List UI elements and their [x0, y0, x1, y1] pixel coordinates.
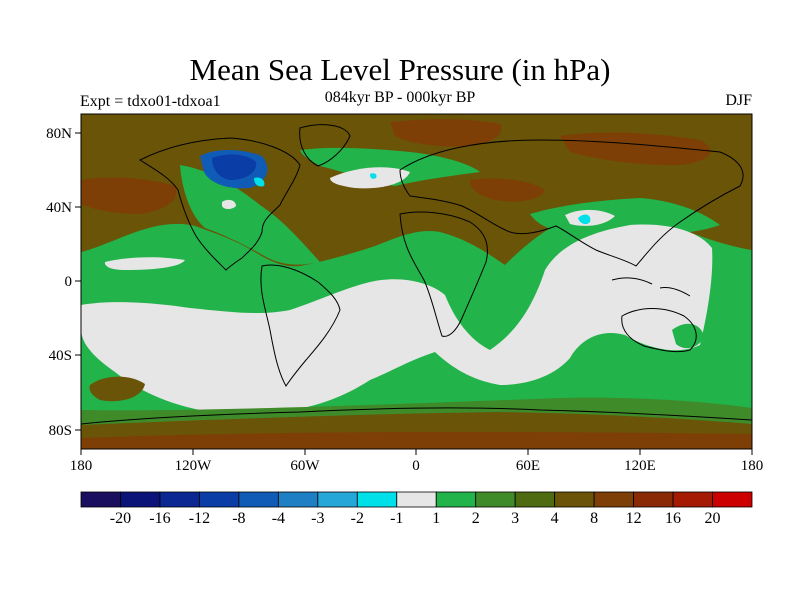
- colorbar-swatch: [317, 491, 358, 508]
- field-grey-atlantic: [330, 167, 410, 189]
- coast-north-america: [138, 137, 301, 271]
- colorbar-swatch: [554, 491, 595, 508]
- colorbar-labels: -20 -16 -12 -8 -4 -3 -2 -1 1 2 3 4 8 12 16 20: [110, 510, 721, 527]
- colorbar-swatch: [238, 491, 279, 508]
- colorbar-label: -3: [311, 510, 324, 527]
- field-brown-southpacific: [89, 376, 145, 402]
- lat-tick-label: 40S: [49, 348, 72, 364]
- lon-tick-label: 120E: [624, 458, 656, 474]
- experiment-label: Expt = tdxo01-tdxoa1: [80, 93, 221, 110]
- lon-tick-label: 120W: [175, 458, 213, 474]
- lon-tick-label: 180: [70, 458, 93, 474]
- lat-tick-label: 0: [65, 274, 73, 290]
- colorbar-label: -2: [351, 510, 364, 527]
- field-brown-pacific: [81, 177, 177, 214]
- field-hudson-low-core: [212, 154, 257, 180]
- coast-eurasia: [399, 139, 744, 267]
- colorbar-swatch: [633, 491, 674, 508]
- coast-greenland: [299, 124, 351, 167]
- coast-australia: [621, 308, 697, 353]
- map-field: [81, 114, 752, 449]
- colorbar-label: 12: [626, 510, 642, 527]
- field-brown-arctic: [390, 119, 502, 147]
- page-title: Mean Sea Level Pressure (in hPa): [189, 52, 611, 87]
- colorbar-swatch: [199, 491, 240, 508]
- colorbar-swatch: [475, 491, 516, 508]
- lat-tick-label: 80S: [49, 423, 72, 439]
- colorbar-label: -1: [390, 510, 403, 527]
- field-cyan-tibet: [578, 214, 591, 225]
- field-green-atlantic: [180, 165, 320, 265]
- field-grey-southern: [81, 224, 713, 413]
- colorbar-swatch: [396, 491, 437, 508]
- colorbar-swatch: [159, 491, 200, 508]
- colorbar: [80, 491, 753, 508]
- colorbar-label: 4: [551, 510, 559, 527]
- colorbar-swatch: [712, 491, 753, 508]
- field-brown-asia: [470, 178, 545, 202]
- field-green-europe: [300, 147, 480, 186]
- lon-tick-label: 60E: [516, 458, 540, 474]
- colorbar-label: -20: [110, 510, 131, 527]
- colorbar-swatch: [80, 491, 121, 508]
- subtitle: 084kyr BP - 000kyr BP: [324, 89, 476, 106]
- colorbar-label: -8: [232, 510, 245, 527]
- colorbar-label: -4: [272, 510, 285, 527]
- colorbar-label: 3: [511, 510, 519, 527]
- field-grey-patch: [222, 199, 236, 209]
- colorbar-label: 8: [590, 510, 598, 527]
- lat-tick-label: 80N: [46, 126, 72, 142]
- lon-tick-label: 0: [412, 458, 420, 474]
- coast-south-america: [260, 264, 341, 387]
- colorbar-label: -16: [149, 510, 170, 527]
- coastlines: [81, 124, 752, 425]
- field-cyan-atlantic: [370, 173, 377, 179]
- field-grey-northpacific: [104, 257, 185, 270]
- colorbar-label: -12: [189, 510, 210, 527]
- lat-tick-label: 40N: [46, 200, 72, 216]
- colorbar-label: 16: [665, 510, 681, 527]
- tick-marks: [75, 132, 753, 455]
- field-brown-siberia: [560, 132, 711, 166]
- season-label: DJF: [725, 92, 752, 109]
- colorbar-swatch: [593, 491, 634, 508]
- field-green-australia: [672, 323, 704, 349]
- colorbar-swatch: [514, 491, 556, 508]
- lon-tick-label: 180: [741, 458, 764, 474]
- field-antarctic-brown: [81, 431, 752, 449]
- colorbar-swatch: [672, 491, 713, 508]
- field-hudson-cyan: [254, 177, 265, 187]
- colorbar-label: 1: [432, 510, 440, 527]
- colorbar-swatch: [356, 491, 398, 508]
- coast-antarctica: [81, 407, 752, 425]
- colorbar-label: 20: [705, 510, 721, 527]
- colorbar-swatch: [277, 491, 319, 508]
- coast-africa: [399, 211, 488, 337]
- colorbar-label: 2: [472, 510, 480, 527]
- colorbar-swatch: [435, 491, 477, 508]
- coast-indonesia: [611, 277, 691, 297]
- colorbar-swatch: [120, 491, 161, 508]
- lon-tick-label: 60W: [290, 458, 320, 474]
